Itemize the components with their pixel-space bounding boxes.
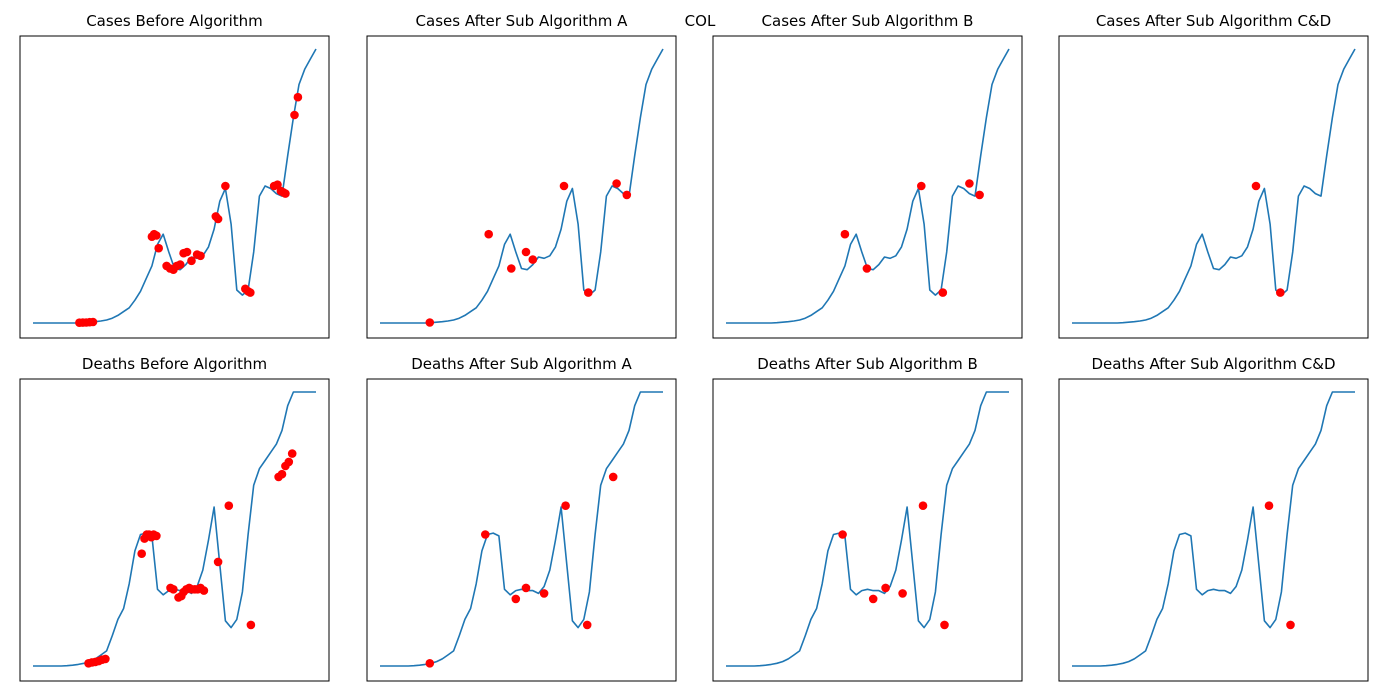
data-point-marker [918, 501, 928, 511]
chart-panel: Deaths After Sub Algorithm B [712, 355, 1023, 682]
series-line [726, 391, 1009, 667]
data-point-marker [917, 181, 926, 191]
series-line [1072, 48, 1356, 324]
panel-title: Cases After Sub Algorithm B [762, 12, 974, 30]
data-point-marker [1276, 288, 1285, 297]
data-point-marker [622, 190, 632, 200]
data-point-marker [612, 179, 621, 188]
panel-title: Deaths After Sub Algorithm B [757, 355, 978, 373]
data-point-marker [169, 585, 178, 594]
data-point-marker [290, 110, 299, 120]
data-point-marker [862, 264, 872, 273]
panel-title: Deaths After Sub Algorithm A [411, 355, 632, 373]
data-point-marker [277, 469, 287, 479]
data-point-marker [152, 231, 161, 240]
plot-frame [366, 35, 677, 339]
data-point-marker [154, 243, 163, 253]
data-point-marker [898, 589, 907, 598]
data-point-marker [881, 583, 890, 593]
panel-title: Deaths After Sub Algorithm C&D [1092, 355, 1336, 373]
data-point-marker [213, 557, 223, 567]
figure-suptitle: COL [685, 12, 716, 30]
data-point-marker [213, 214, 223, 224]
data-point-marker [481, 530, 490, 539]
data-point-marker [425, 659, 435, 668]
data-point-marker [840, 229, 850, 239]
data-point-marker [582, 620, 592, 630]
chart-panel: Cases After Sub Algorithm A [366, 12, 677, 339]
data-point-marker [521, 583, 531, 593]
series-line [1072, 391, 1355, 667]
chart-panel: Cases After Sub Algorithm B [712, 12, 1023, 339]
data-point-marker [246, 620, 256, 630]
data-point-marker [838, 530, 847, 539]
data-point-marker [273, 180, 282, 189]
data-point-marker [511, 594, 521, 604]
data-point-marker [175, 260, 185, 269]
data-point-marker [293, 92, 303, 102]
data-point-marker [199, 586, 209, 595]
data-point-marker [940, 620, 949, 630]
data-point-marker [425, 318, 435, 327]
data-point-marker [561, 501, 570, 511]
data-point-marker [938, 288, 948, 297]
chart-panel: Deaths After Sub Algorithm C&D [1058, 355, 1369, 682]
data-point-marker [975, 190, 984, 200]
data-point-marker [281, 189, 290, 198]
data-point-marker [1264, 501, 1274, 511]
panel-title: Cases Before Algorithm [86, 12, 263, 30]
data-point-marker [88, 317, 98, 327]
chart-panel: Deaths After Sub Algorithm A [366, 355, 677, 682]
data-point-marker [507, 264, 516, 273]
data-point-marker [1286, 620, 1295, 630]
plot-frame [1058, 378, 1369, 682]
data-point-marker [137, 549, 146, 558]
plot-frame [19, 378, 330, 682]
data-point-marker [868, 594, 878, 604]
data-point-marker [539, 589, 549, 598]
data-point-marker [221, 181, 230, 191]
data-point-marker [284, 457, 294, 467]
data-point-marker [559, 181, 569, 191]
plot-frame [366, 378, 677, 682]
data-point-marker [246, 288, 255, 297]
data-point-marker [1251, 181, 1261, 191]
data-point-marker [521, 247, 531, 257]
data-point-marker [584, 288, 593, 297]
chart-panel: Cases Before Algorithm [19, 12, 330, 339]
data-point-marker [187, 256, 196, 266]
plot-frame [712, 378, 1023, 682]
data-point-marker [528, 255, 538, 264]
data-point-marker [196, 251, 205, 261]
data-point-marker [965, 179, 974, 188]
data-point-marker [182, 247, 192, 257]
data-point-marker [224, 501, 234, 511]
data-point-marker [101, 654, 110, 664]
panel-title: Cases After Sub Algorithm A [416, 12, 629, 30]
chart-panel: Deaths Before Algorithm [19, 355, 330, 682]
data-point-marker [287, 449, 297, 458]
data-point-marker [608, 472, 618, 482]
panel-title: Cases After Sub Algorithm C&D [1096, 12, 1331, 30]
chart-panel: Cases After Sub Algorithm C&D [1058, 12, 1369, 339]
data-point-marker [484, 229, 494, 239]
panel-title: Deaths Before Algorithm [82, 355, 267, 373]
plot-frame [1058, 35, 1369, 339]
data-point-marker [152, 531, 161, 541]
